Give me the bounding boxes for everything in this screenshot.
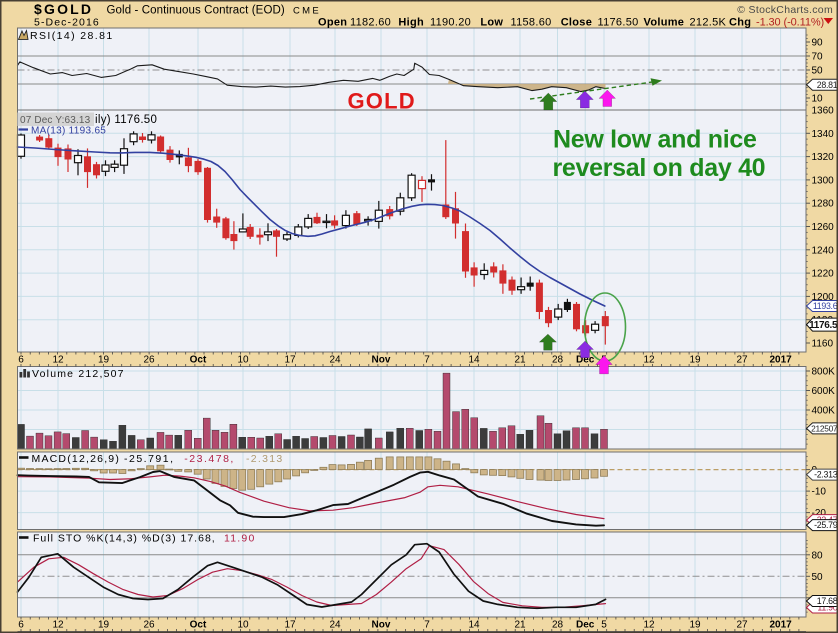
svg-text:2017: 2017 [769,355,792,366]
svg-text:26: 26 [143,620,155,631]
svg-text:2017: 2017 [769,620,792,631]
svg-text:19: 19 [98,620,110,631]
svg-text:1190.20: 1190.20 [430,17,471,29]
svg-text:Oct: Oct [190,620,207,631]
svg-text:MA(13) 1193.65: MA(13) 1193.65 [31,126,106,137]
svg-text:26: 26 [143,355,155,366]
svg-text:21: 21 [514,355,526,366]
svg-text:07 Dec Y:63.13: 07 Dec Y:63.13 [20,115,91,126]
svg-text:80: 80 [812,550,824,561]
svg-text:Dec: Dec [576,620,595,631]
svg-text:Gold - Continuous Contract (EO: Gold - Continuous Contract (EOD) [107,5,285,17]
svg-text:Volume 212,507: Volume 212,507 [32,368,125,380]
svg-text:GOLD: GOLD [348,89,416,114]
svg-text:400K: 400K [812,406,836,417]
svg-text:17: 17 [284,620,296,631]
svg-text:1320: 1320 [812,152,835,163]
svg-text:MACD(12,26,9): MACD(12,26,9) [32,453,121,465]
svg-text:-1.30 (-0.11%): -1.30 (-0.11%) [756,17,824,29]
svg-text:Full STO %K(14,3) %D(3) 17.68,: Full STO %K(14,3) %D(3) 17.68, [33,532,216,544]
svg-text:11.90: 11.90 [224,532,256,544]
svg-text:10: 10 [237,620,249,631]
svg-text:17: 17 [284,355,296,366]
svg-text:Low: Low [480,17,503,29]
svg-text:1160: 1160 [812,339,834,350]
svg-text:50: 50 [812,572,824,583]
svg-text:19: 19 [689,355,701,366]
svg-text:$GOLD: $GOLD [34,1,93,17]
svg-text:New low and nice: New low and nice [553,126,757,154]
svg-text:7: 7 [424,355,430,366]
svg-text:Oct: Oct [190,355,207,366]
svg-text:1182.60: 1182.60 [350,17,391,29]
svg-text:Chg: Chg [729,17,751,29]
svg-text:1193.6: 1193.6 [813,301,838,311]
svg-text:1300: 1300 [812,175,835,186]
svg-text:600K: 600K [812,386,836,397]
svg-text:7: 7 [424,620,430,631]
svg-text:24: 24 [329,620,341,631]
svg-text:17.68: 17.68 [817,596,838,606]
svg-text:Open: Open [318,17,347,29]
svg-text:800K: 800K [812,367,836,378]
svg-text:11.90: 11.90 [817,603,837,613]
svg-text:1240: 1240 [812,245,835,256]
svg-text:1200: 1200 [812,292,835,303]
svg-text:50: 50 [812,66,824,77]
svg-text:1360: 1360 [812,106,835,117]
svg-text:24: 24 [329,355,341,366]
svg-text:CME: CME [293,6,321,17]
svg-text:12: 12 [52,355,64,366]
svg-text:RSI(14) 28.81: RSI(14) 28.81 [30,30,114,42]
svg-text:1260: 1260 [812,222,835,233]
svg-text:ily) 1176.50: ily) 1176.50 [95,114,157,126]
svg-text:12: 12 [643,355,655,366]
svg-text:Nov: Nov [372,620,391,631]
svg-text:-2.313: -2.313 [246,453,284,465]
svg-text:Dec: Dec [576,355,595,366]
svg-text:14: 14 [468,355,480,366]
svg-text:19: 19 [98,355,110,366]
svg-text:reversal on day 40: reversal on day 40 [553,154,766,182]
svg-text:28.81: 28.81 [817,80,838,90]
svg-text:Volume: Volume [644,17,685,29]
svg-text:Close: Close [561,17,592,29]
svg-text:1280: 1280 [812,199,835,210]
svg-text:-25.791,: -25.791, [124,453,175,465]
svg-text:10: 10 [812,94,824,105]
svg-text:6: 6 [18,620,24,631]
svg-text:© StockCharts.com: © StockCharts.com [737,4,833,16]
svg-text:212.5K: 212.5K [690,17,727,29]
svg-text:1220: 1220 [812,269,835,280]
svg-text:1176.5: 1176.5 [809,320,838,331]
svg-text:1176.50: 1176.50 [598,17,639,29]
svg-text:10: 10 [237,355,249,366]
svg-text:1340: 1340 [812,129,835,140]
svg-text:-10: -10 [812,487,827,498]
svg-text:27: 27 [736,355,748,366]
svg-text:6: 6 [18,355,24,366]
svg-text:Nov: Nov [372,355,391,366]
svg-text:27: 27 [736,620,748,631]
svg-text:28: 28 [552,620,564,631]
svg-text:-2.313: -2.313 [814,470,838,480]
svg-text:High: High [398,17,424,29]
svg-text:70: 70 [812,52,824,63]
svg-text:19: 19 [689,620,701,631]
svg-text:-20: -20 [812,508,827,519]
svg-text:5-Dec-2016: 5-Dec-2016 [34,17,100,29]
svg-text:5: 5 [601,620,607,631]
svg-text:1158.60: 1158.60 [511,17,552,29]
svg-text:12: 12 [52,620,64,631]
svg-text:12: 12 [643,620,655,631]
svg-text:-23.478,: -23.478, [184,453,235,465]
svg-text:90: 90 [812,38,824,49]
svg-text:14: 14 [468,620,480,631]
svg-text:-25.79: -25.79 [814,520,838,530]
svg-text:212507: 212507 [811,423,838,433]
svg-text:21: 21 [514,620,526,631]
svg-text:28: 28 [552,355,564,366]
